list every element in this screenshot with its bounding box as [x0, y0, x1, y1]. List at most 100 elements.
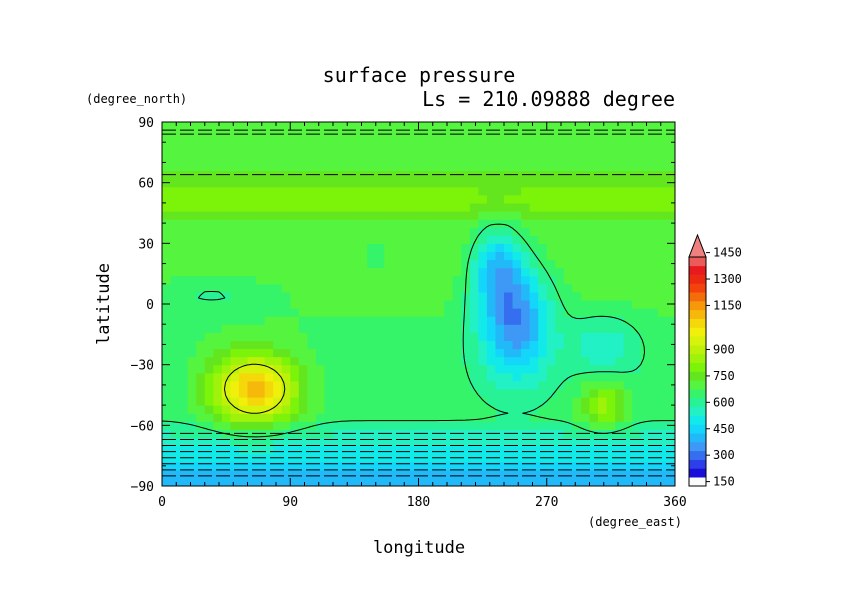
- field-cell: [649, 477, 659, 486]
- field-cell: [512, 348, 522, 358]
- field-cell: [649, 469, 659, 479]
- field-cell: [264, 291, 274, 301]
- field-cell: [486, 243, 497, 253]
- colorbar-swatch: [689, 380, 706, 390]
- field-cell: [367, 477, 377, 486]
- field-cell: [367, 267, 377, 277]
- field-cell: [615, 291, 625, 301]
- field-cell: [204, 372, 214, 382]
- field-cell: [170, 324, 180, 333]
- field-cell: [324, 308, 334, 317]
- field-cell: [333, 275, 343, 285]
- field-cell: [598, 235, 608, 244]
- field-cell: [418, 186, 428, 196]
- field-cell: [170, 332, 180, 341]
- field-cell: [307, 259, 317, 269]
- field-cell: [504, 364, 514, 374]
- field-cell: [495, 372, 505, 382]
- field-cell: [580, 267, 591, 277]
- field-cell: [444, 405, 454, 414]
- field-cell: [461, 162, 471, 172]
- field-cell: [418, 154, 428, 164]
- field-cell: [170, 162, 180, 172]
- field-cell: [478, 421, 488, 430]
- field-cell: [521, 340, 531, 350]
- field-cell: [589, 364, 599, 374]
- field-cell: [572, 348, 582, 358]
- field-cell: [418, 316, 428, 325]
- field-cell: [162, 405, 172, 414]
- field-cell: [632, 461, 642, 471]
- field-cell: [418, 356, 428, 366]
- field-cell: [649, 316, 659, 325]
- field-cell: [486, 275, 497, 285]
- field-cell: [247, 122, 257, 131]
- field-cell: [247, 219, 257, 228]
- field-cell: [427, 332, 437, 341]
- field-cell: [555, 397, 565, 406]
- field-cell: [538, 388, 548, 398]
- field-cell: [298, 243, 308, 253]
- field-cell: [580, 235, 591, 244]
- field-cell: [290, 267, 300, 277]
- field-cell: [281, 291, 291, 301]
- field-cell: [444, 324, 454, 333]
- field-cell: [324, 397, 334, 406]
- field-cell: [657, 324, 668, 333]
- field-cell: [478, 380, 488, 390]
- field-cell: [589, 243, 599, 253]
- field-cell: [324, 219, 334, 228]
- field-cell: [657, 122, 668, 131]
- field-cell: [256, 397, 266, 406]
- field-cell: [367, 219, 377, 228]
- field-cell: [358, 291, 368, 301]
- field-cell: [392, 364, 402, 374]
- field-cell: [623, 324, 633, 333]
- field-cell: [444, 170, 454, 180]
- field-cell: [204, 397, 214, 406]
- field-cell: [461, 267, 471, 277]
- field-cell: [162, 122, 172, 131]
- field-cell: [238, 405, 249, 414]
- field-cell: [401, 227, 411, 236]
- field-cell: [256, 267, 266, 277]
- field-cell: [341, 372, 351, 382]
- field-cell: [375, 340, 385, 350]
- field-cell: [162, 275, 172, 285]
- field-cell: [555, 299, 565, 309]
- field-cell: [452, 202, 462, 212]
- field-cell: [307, 283, 317, 293]
- field-cell: [367, 413, 377, 422]
- field-cell: [538, 445, 548, 455]
- field-cell: [187, 219, 197, 228]
- field-cell: [341, 259, 351, 269]
- field-cell: [179, 186, 189, 196]
- field-cell: [598, 461, 608, 471]
- field-cell: [221, 356, 231, 366]
- field-cell: [418, 219, 428, 228]
- field-cell: [657, 170, 668, 180]
- field-cell: [461, 210, 471, 220]
- field-cell: [589, 210, 599, 220]
- field-cell: [187, 275, 197, 285]
- field-cell: [358, 219, 368, 228]
- field-cell: [409, 259, 420, 269]
- field-cell: [196, 291, 206, 301]
- field-cell: [529, 235, 539, 244]
- field-cell: [555, 259, 565, 269]
- field-cell: [640, 202, 650, 212]
- field-cell: [367, 259, 377, 269]
- field-cell: [538, 397, 548, 406]
- field-cell: [640, 437, 650, 447]
- field-cell: [657, 413, 668, 422]
- field-cell: [606, 267, 616, 277]
- field-cell: [264, 461, 274, 471]
- field-cell: [307, 154, 317, 164]
- field-cell: [512, 235, 522, 244]
- field-cell: [495, 227, 505, 236]
- field-cell: [375, 138, 385, 147]
- field-cell: [273, 122, 283, 131]
- field-cell: [350, 308, 360, 317]
- field-cell: [298, 122, 308, 131]
- field-cell: [478, 251, 488, 261]
